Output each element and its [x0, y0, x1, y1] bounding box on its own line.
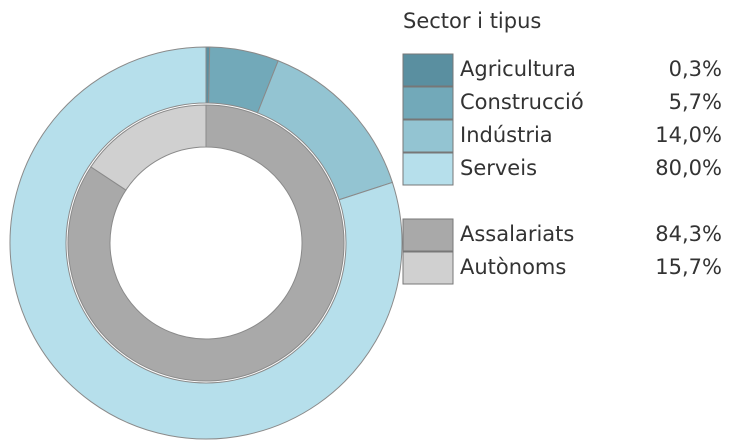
donut-slice: [9, 46, 403, 440]
legend-label: Autònoms: [460, 255, 566, 279]
legend-swatch: [402, 119, 454, 153]
legend-value: 80,0%: [655, 156, 722, 180]
legend-label: Agricultura: [460, 57, 576, 81]
legend-swatch: [402, 152, 454, 186]
legend-label: Indústria: [460, 123, 553, 147]
donut-slice: [90, 104, 207, 191]
legend-label: Construcció: [460, 90, 584, 114]
legend-value: 0,3%: [669, 57, 722, 81]
legend-swatch: [402, 53, 454, 87]
donut-slice: [67, 104, 345, 382]
legend-label: Serveis: [460, 156, 537, 180]
legend-swatch: [402, 218, 454, 252]
legend-value: 15,7%: [655, 255, 722, 279]
legend-title: Sector i tipus: [403, 9, 541, 33]
legend-value: 84,3%: [655, 222, 722, 246]
legend-swatch: [402, 251, 454, 285]
legend-value: 5,7%: [669, 90, 722, 114]
legend-value: 14,0%: [655, 123, 722, 147]
legend-label: Assalariats: [460, 222, 574, 246]
legend-swatch: [402, 86, 454, 120]
